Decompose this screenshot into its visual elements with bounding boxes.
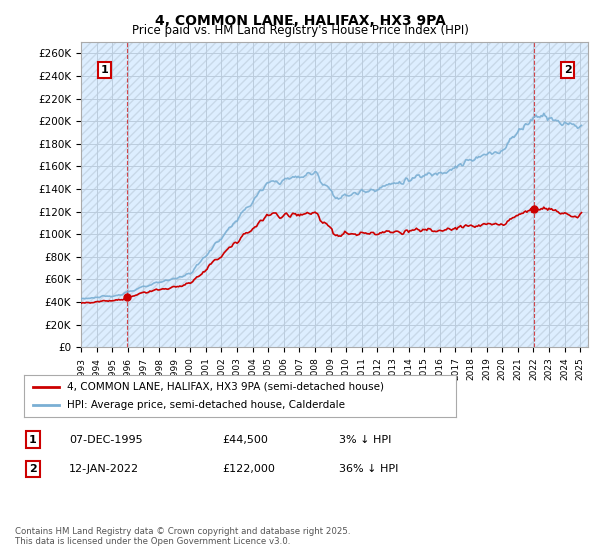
Text: 2: 2 (564, 66, 572, 75)
Text: 36% ↓ HPI: 36% ↓ HPI (339, 464, 398, 474)
Text: 3% ↓ HPI: 3% ↓ HPI (339, 435, 391, 445)
Text: Price paid vs. HM Land Registry's House Price Index (HPI): Price paid vs. HM Land Registry's House … (131, 24, 469, 36)
Text: £44,500: £44,500 (222, 435, 268, 445)
Text: 07-DEC-1995: 07-DEC-1995 (69, 435, 143, 445)
Text: Contains HM Land Registry data © Crown copyright and database right 2025.
This d: Contains HM Land Registry data © Crown c… (15, 526, 350, 546)
Text: 1: 1 (29, 435, 37, 445)
Text: HPI: Average price, semi-detached house, Calderdale: HPI: Average price, semi-detached house,… (67, 400, 345, 410)
Text: 12-JAN-2022: 12-JAN-2022 (69, 464, 139, 474)
Text: 1: 1 (101, 66, 108, 75)
Text: 4, COMMON LANE, HALIFAX, HX3 9PA: 4, COMMON LANE, HALIFAX, HX3 9PA (155, 14, 445, 28)
Text: 2: 2 (29, 464, 37, 474)
Text: 4, COMMON LANE, HALIFAX, HX3 9PA (semi-detached house): 4, COMMON LANE, HALIFAX, HX3 9PA (semi-d… (67, 382, 384, 392)
Text: £122,000: £122,000 (222, 464, 275, 474)
